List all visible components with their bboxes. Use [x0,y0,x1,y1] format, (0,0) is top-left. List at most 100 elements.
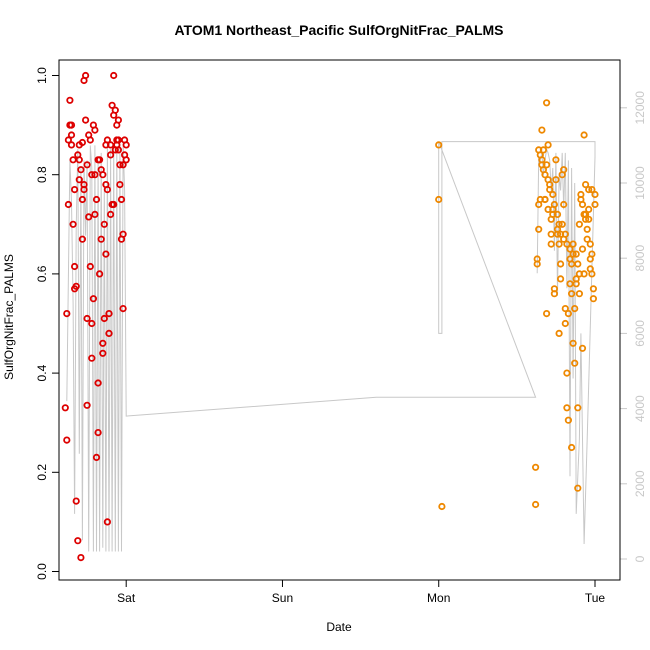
x-tick-label: Mon [427,591,450,605]
data-point [556,260,565,268]
data-point [591,190,599,199]
data-point [558,220,566,228]
data-point [556,275,565,283]
data-point [72,497,80,505]
data-point [578,344,587,352]
data-point [574,484,582,492]
data-point [563,240,571,248]
data-point [544,176,552,184]
data-point [549,190,557,199]
data-point [105,329,113,337]
x-tick-label: Sun [272,591,293,605]
data-point [77,166,85,174]
data-point [103,518,112,526]
data-point [78,195,87,204]
y2-tick-label: 0 [633,555,647,562]
y2-tick-label: 10000 [633,166,647,200]
data-point [63,309,71,318]
data-point [119,230,127,238]
data-point [91,210,99,218]
data-point [567,290,576,298]
data-point [572,250,580,258]
data-point [569,250,577,258]
data-point [552,176,560,184]
data-point [585,215,593,223]
data-point [92,453,101,461]
data-point [100,314,108,323]
data-point [75,176,83,184]
data-point [531,500,540,509]
data-point [575,290,584,298]
data-point [560,200,568,209]
data-point [555,329,563,337]
data-point [67,131,76,139]
data-point [588,186,596,194]
data-point [78,138,87,147]
data-point [583,235,591,243]
data-point [94,379,102,387]
data-point [583,225,591,233]
data-point [542,161,551,169]
data-point [116,161,124,169]
data-point [105,309,113,318]
data-point [61,404,69,412]
data-point [108,101,116,109]
data-point [580,270,588,278]
data-point [67,141,76,149]
data-point [580,131,588,139]
data-point [110,200,118,209]
data-point [96,270,104,278]
data-point [561,230,569,238]
data-point [63,436,71,444]
data-point [83,401,91,409]
data-point [547,215,555,223]
data-point [91,126,99,134]
data-point [64,200,73,209]
data-point [86,136,94,144]
data-point [114,116,123,124]
y-tick-label: 1.0 [35,67,49,84]
data-point [564,416,573,424]
data-point [563,369,571,377]
data-point [585,186,593,194]
data-point [91,171,99,179]
data-point [103,186,112,194]
data-point [563,404,571,412]
data-point [94,156,102,164]
data-point [72,282,80,290]
data-point [107,151,115,159]
data-point [89,295,98,303]
data-point [122,141,130,149]
data-point [82,71,90,80]
data-point [82,116,90,124]
data-point [92,195,101,204]
data-point [99,349,107,357]
data-point [119,304,127,313]
data-point [589,295,598,303]
data-point [547,240,555,248]
data-point [574,260,582,268]
data-point [80,181,88,189]
data-point [85,213,93,221]
data-point [574,404,582,412]
y-tick-label: 0.2 [35,464,49,481]
data-point [122,156,130,164]
data-point [435,195,443,204]
data-point [119,161,127,169]
data-point [78,235,87,243]
data-point [117,195,126,204]
data-point [531,463,540,471]
data-point [533,260,541,268]
data-point [438,502,446,511]
data-point [581,210,590,218]
data-point [553,210,562,218]
data-point [572,275,580,283]
data-point [571,304,579,313]
data-point [97,235,105,243]
data-point [571,359,579,367]
data-point [75,156,83,164]
data-point [538,126,546,134]
data-point [564,309,573,318]
plot-frame [58,59,621,581]
